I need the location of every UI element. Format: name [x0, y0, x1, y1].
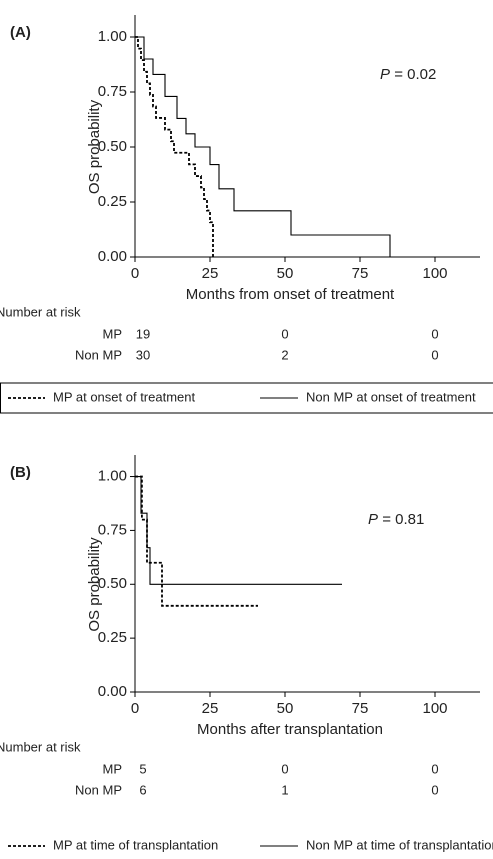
risk-title: Number at risk [0, 304, 81, 319]
p-text: = 0.81 [382, 511, 424, 528]
p-text: = 0.02 [394, 66, 436, 83]
risk-count: 6 [139, 782, 146, 797]
p-symbol: P [380, 66, 390, 83]
p-value: P = 0.02 [380, 66, 436, 83]
survival-curve [135, 36, 391, 257]
risk-count: 30 [136, 347, 150, 362]
x-axis-label: Months after transplantation [197, 721, 383, 738]
y-tick-label: 1.00 [98, 468, 127, 485]
x-tick-label: 75 [352, 700, 369, 717]
x-tick-label: 0 [131, 700, 139, 717]
y-tick-label: 0.00 [98, 248, 127, 265]
y-axis-label: OS probability [86, 537, 103, 632]
x-tick-label: 50 [277, 700, 294, 717]
x-tick-label: 75 [352, 265, 369, 282]
x-axis-label: Months from onset of treatment [186, 286, 395, 303]
panel-label: (B) [10, 464, 31, 481]
y-tick-label: 0.25 [98, 629, 127, 646]
risk-row-label: MP [103, 761, 123, 776]
risk-count: 0 [431, 782, 438, 797]
x-tick-label: 25 [202, 265, 219, 282]
risk-count: 0 [431, 761, 438, 776]
x-tick-label: 100 [422, 265, 447, 282]
p-symbol: P [368, 511, 378, 528]
risk-count: 0 [431, 326, 438, 341]
risk-row-label: Non MP [75, 782, 122, 797]
y-tick-label: 0.50 [98, 138, 127, 155]
p-value: P = 0.81 [368, 511, 424, 528]
legend-box [0, 382, 493, 414]
risk-count: 0 [281, 326, 288, 341]
x-tick-label: 0 [131, 265, 139, 282]
legend-label: MP at time of transplantation [53, 837, 218, 852]
panel-label: (A) [10, 24, 31, 41]
y-tick-label: 0.75 [98, 521, 127, 538]
y-tick-label: 0.50 [98, 575, 127, 592]
survival-curve [135, 475, 258, 607]
risk-count: 0 [281, 761, 288, 776]
legend-label: MP at onset of treatment [53, 389, 195, 404]
legend-label: Non MP at time of transplantation [306, 837, 493, 852]
y-tick-label: 0.75 [98, 83, 127, 100]
risk-count: 0 [431, 347, 438, 362]
risk-title: Number at risk [0, 739, 81, 754]
y-axis-label: OS probability [86, 99, 103, 194]
risk-count: 2 [281, 347, 288, 362]
risk-row-label: MP [103, 326, 123, 341]
x-tick-label: 50 [277, 265, 294, 282]
x-tick-label: 25 [202, 700, 219, 717]
risk-count: 5 [139, 761, 146, 776]
survival-curve [135, 36, 214, 257]
risk-count: 1 [281, 782, 288, 797]
y-tick-label: 1.00 [98, 28, 127, 45]
survival-curve [135, 475, 342, 585]
y-tick-label: 0.25 [98, 193, 127, 210]
legend-label: Non MP at onset of treatment [306, 389, 476, 404]
y-tick-label: 0.00 [98, 683, 127, 700]
x-tick-label: 100 [422, 700, 447, 717]
risk-row-label: Non MP [75, 347, 122, 362]
risk-count: 19 [136, 326, 150, 341]
